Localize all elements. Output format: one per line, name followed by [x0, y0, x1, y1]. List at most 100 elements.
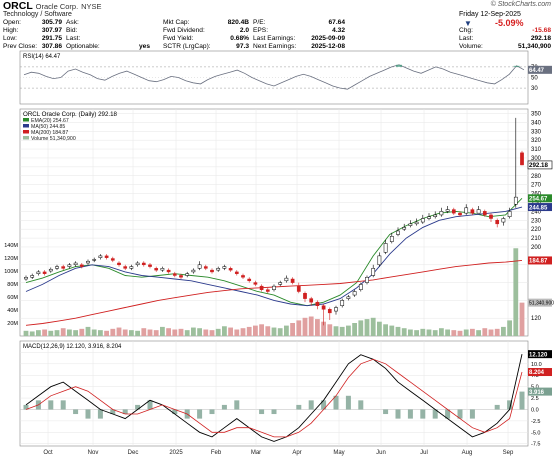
volume-bar	[98, 330, 103, 336]
macd-histogram-bar	[358, 400, 364, 410]
macd-histogram-bar	[197, 409, 203, 419]
legend-swatch	[23, 118, 29, 122]
macd-histogram-bar	[445, 409, 451, 419]
macd-flag-bg	[528, 387, 552, 396]
macd-histogram-bar	[321, 400, 327, 410]
candle-body	[427, 216, 431, 219]
candle-body	[346, 296, 351, 299]
volume-bar	[23, 330, 29, 336]
macd-histogram-bar	[172, 409, 178, 415]
macd-histogram-bar	[135, 404, 141, 410]
candle-body	[123, 266, 128, 269]
volume-bar	[129, 330, 134, 336]
price-tick-label: 330	[531, 129, 542, 135]
volume-bar	[234, 329, 240, 336]
volume-bar	[222, 326, 227, 336]
volume-last-bg	[528, 298, 552, 307]
candle-body	[86, 260, 90, 264]
candle-body	[408, 223, 413, 226]
legend-entry: MA(200) 184.87	[31, 130, 68, 136]
price-tick-label: 220	[531, 227, 542, 233]
volume-tick-label: 60M	[7, 295, 18, 301]
candle-body	[315, 301, 320, 306]
volume-bar	[308, 316, 314, 336]
candle-body	[358, 284, 363, 290]
candle-body	[507, 211, 512, 217]
volume-bar	[321, 321, 326, 336]
volume-tick-label: 80M	[7, 282, 18, 288]
candle-body	[185, 273, 190, 276]
quote-value: 2025-09-09	[311, 35, 345, 42]
quote-value: 97.3	[236, 43, 249, 50]
candle-body	[433, 214, 438, 217]
candle-body	[55, 266, 59, 269]
quote-label: Mkt Cap:	[163, 19, 190, 26]
macd-histogram-bar	[60, 400, 66, 410]
volume-bar	[277, 328, 283, 336]
macd-histogram-bar	[407, 409, 413, 419]
volume-bar	[36, 330, 41, 336]
candle-body	[365, 276, 369, 283]
candle-body	[253, 282, 258, 285]
candle-body	[334, 307, 338, 312]
volume-bar	[426, 329, 432, 336]
candle-body	[489, 214, 493, 219]
volume-bar	[284, 325, 289, 336]
candle-body	[340, 300, 345, 306]
quote-label: Last Earnings:	[253, 35, 296, 42]
volume-bar	[290, 323, 295, 336]
rsi-last-value-bg	[528, 65, 552, 74]
rsi-tick-label: 50	[531, 76, 538, 82]
rsi-last-value: 64.47	[529, 68, 545, 74]
volume-bar	[54, 330, 60, 336]
x-tick-label: Jul	[420, 450, 428, 456]
candle-body	[321, 305, 326, 310]
overlay-price-flag-bg	[528, 194, 552, 203]
credit-label: © StockCharts.com	[490, 1, 551, 8]
candle-body	[247, 278, 252, 282]
legend-swatch	[23, 130, 29, 134]
quote-value: 307.97	[41, 27, 62, 34]
volume-bar	[153, 330, 159, 336]
candle-body	[154, 268, 159, 271]
candle-body	[389, 236, 394, 242]
volume-bar	[67, 329, 72, 336]
volume-bar	[265, 326, 271, 336]
price-tick-label: 230	[531, 218, 542, 224]
volume-bar	[414, 330, 419, 336]
candle-body	[501, 218, 506, 223]
candle-body	[309, 298, 314, 303]
candle-body	[166, 269, 171, 273]
candle-body	[191, 269, 196, 273]
macd-histogram-bar	[234, 400, 240, 410]
volume-bar	[302, 317, 308, 336]
price-legend: ORCL Oracle Corp. (Daily) 292.18	[23, 111, 118, 118]
candle-body	[371, 268, 376, 276]
candle-body	[470, 209, 475, 214]
macd-flag: 3.916	[529, 390, 545, 396]
macd-tick-label: 0.0	[531, 407, 539, 413]
macd-histogram-bar	[432, 409, 438, 419]
macd-histogram-bar	[333, 395, 339, 410]
macd-line	[25, 354, 523, 442]
volume-bar	[470, 328, 475, 336]
volume-bar	[253, 325, 258, 336]
candle-body	[303, 293, 307, 299]
macd-histogram-bar	[110, 409, 116, 415]
candle-body	[104, 255, 109, 258]
candle-body	[284, 277, 289, 282]
candle-body	[141, 262, 146, 266]
quote-label: Ask:	[66, 19, 79, 26]
candle-body	[352, 291, 357, 296]
quote-label: Bid:	[66, 27, 78, 34]
candle-body	[327, 309, 332, 314]
volume-bar	[203, 329, 209, 336]
quote-label: Last:	[66, 35, 81, 42]
quote-label: Optionable:	[66, 43, 100, 50]
volume-bar	[451, 330, 457, 336]
macd-histogram-bar	[73, 409, 79, 415]
volume-bar	[240, 328, 246, 336]
volume-bar	[463, 329, 469, 336]
volume-bar	[73, 330, 78, 336]
